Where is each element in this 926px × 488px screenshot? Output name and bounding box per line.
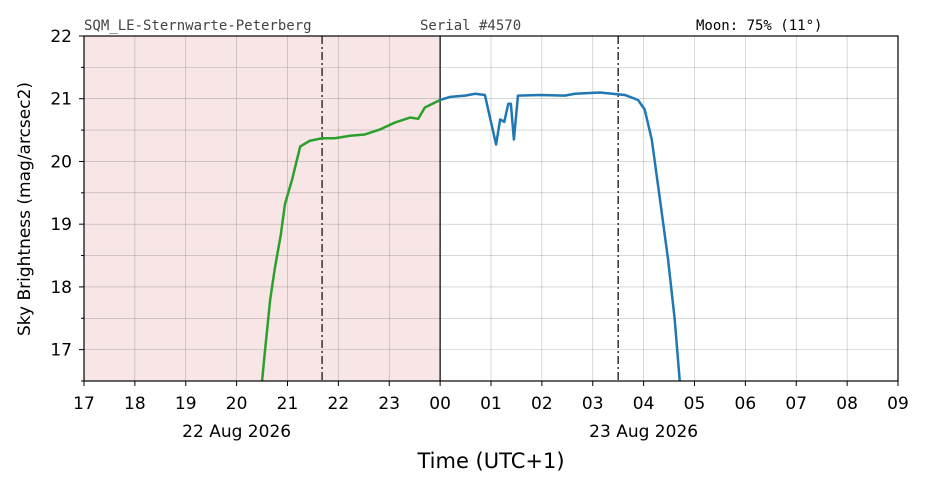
y-tick-label: 22 — [50, 27, 72, 47]
y-tick-label: 17 — [50, 341, 72, 361]
x-tick-label: 08 — [836, 394, 858, 414]
x-tick-label: 04 — [633, 394, 655, 414]
x-tick-label: 22 — [328, 394, 350, 414]
x-tick-label: 02 — [531, 394, 553, 414]
x-tick-label: 09 — [887, 394, 909, 414]
x-axis-title: Time (UTC+1) — [416, 449, 564, 473]
x-tick-label: 18 — [124, 394, 146, 414]
y-tick-label: 18 — [50, 278, 72, 298]
header-station: SQM_LE-Sternwarte-Peterberg — [84, 18, 312, 34]
x-tick-label: 03 — [582, 394, 604, 414]
y-axis-title: Sky Brightness (mag/arcsec2) — [15, 82, 35, 336]
x-tick-label: 20 — [226, 394, 248, 414]
plot-frame — [83, 35, 899, 382]
x-tick-label: 21 — [277, 394, 299, 414]
y-tick-label: 19 — [50, 215, 72, 235]
x-tick-label: 17 — [73, 394, 95, 414]
shade — [84, 36, 441, 381]
x-tick-label: 05 — [684, 394, 706, 414]
x-tick-label: 06 — [735, 394, 757, 414]
header-moon: Moon: 75% (11°) — [696, 18, 822, 34]
x-tick-label: 01 — [480, 394, 502, 414]
x-tick-label: 07 — [785, 394, 807, 414]
x-tick-label: 00 — [429, 394, 451, 414]
y-tick-label: 21 — [50, 90, 72, 110]
x-tick-label: 23 — [378, 394, 400, 414]
series-line — [439, 91, 681, 382]
x-tick-label: 19 — [175, 394, 197, 414]
header-serial: Serial #4570 — [420, 18, 521, 34]
date-label: 23 Aug 2026 — [589, 422, 698, 442]
series-line — [260, 98, 441, 382]
date-label: 22 Aug 2026 — [182, 422, 291, 442]
y-tick-label: 20 — [50, 152, 72, 172]
